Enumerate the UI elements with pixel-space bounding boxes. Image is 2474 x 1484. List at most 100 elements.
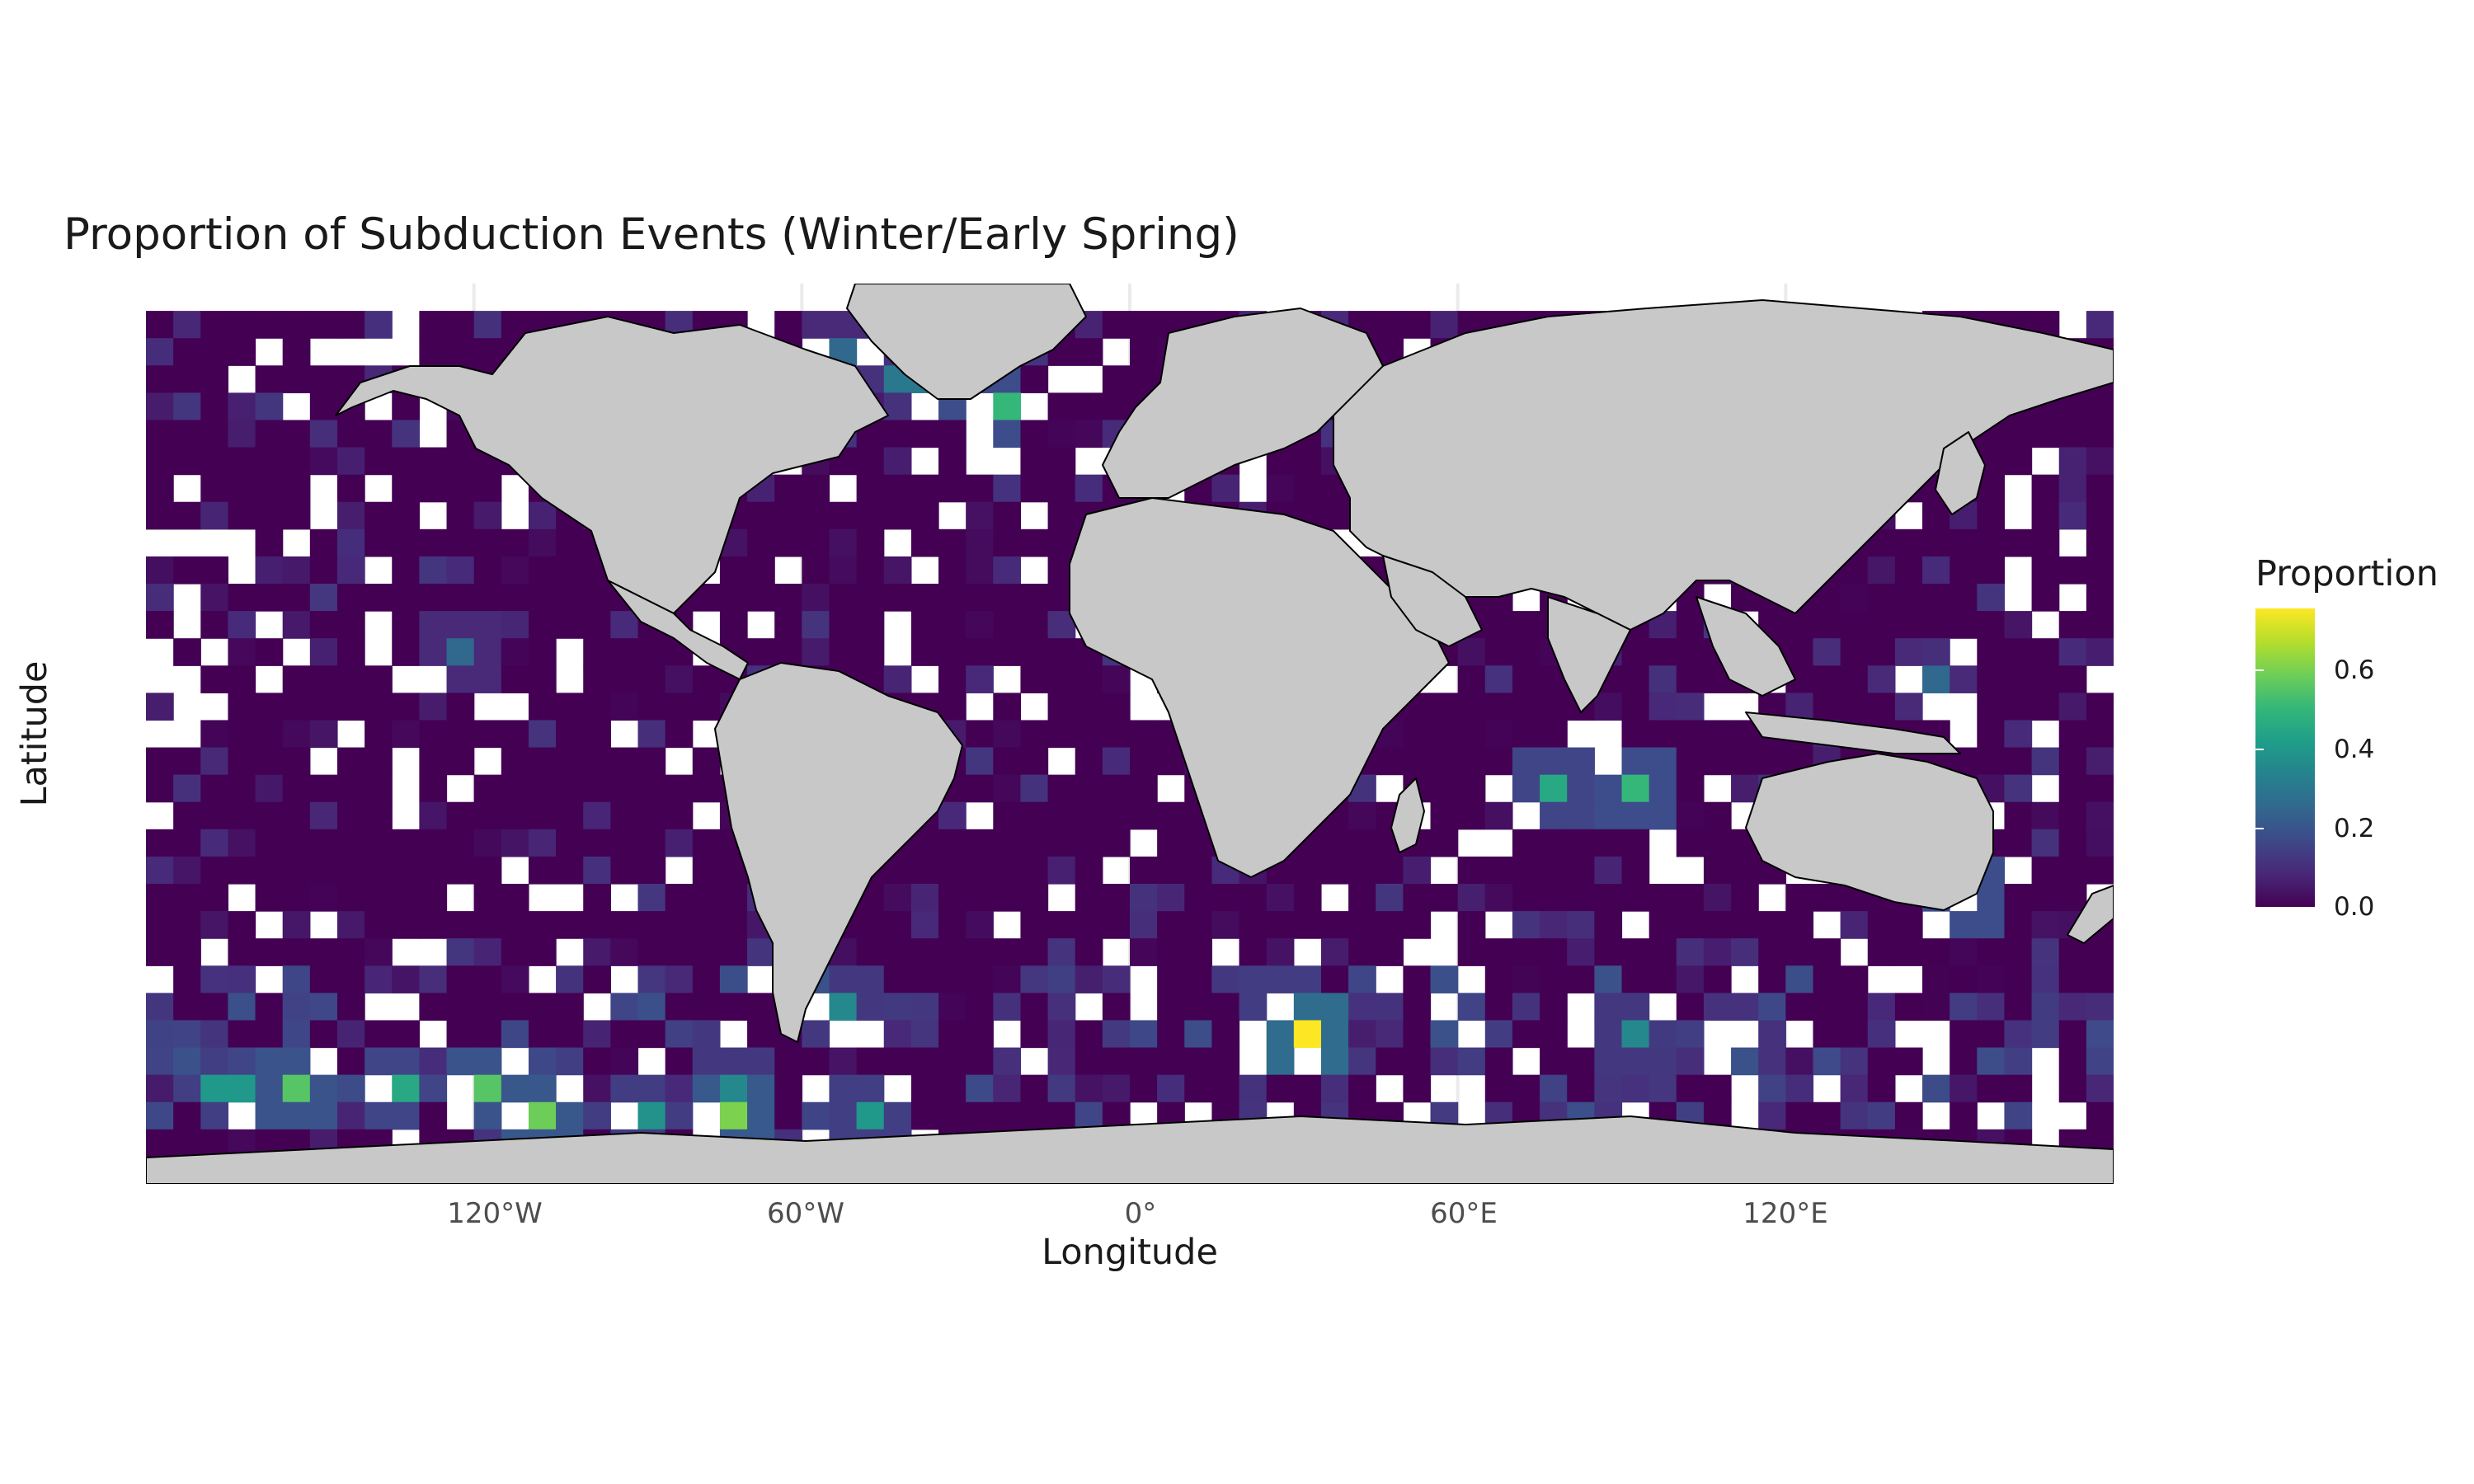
heatmap-cell: [938, 474, 967, 503]
heatmap-cell: [692, 693, 721, 721]
heatmap-cell: [938, 801, 967, 830]
heatmap-cell: [309, 774, 338, 803]
heatmap-cell: [665, 720, 694, 749]
heatmap-cell: [2004, 638, 2033, 666]
heatmap-cell: [665, 1020, 694, 1049]
heatmap-cell: [802, 474, 830, 503]
heatmap-cell: [446, 584, 475, 612]
heatmap-cell: [1047, 720, 1076, 749]
heatmap-cell: [2086, 1020, 2114, 1049]
heatmap-cell: [747, 938, 775, 966]
heatmap-cell: [1594, 1074, 1623, 1103]
heatmap-cell: [228, 392, 256, 421]
heatmap-cell: [829, 584, 858, 612]
heatmap-cell: [392, 1074, 420, 1103]
heatmap-cell: [419, 528, 448, 557]
heatmap-cell: [1703, 829, 1732, 857]
heatmap-cell: [1676, 747, 1705, 776]
heatmap-cell: [200, 856, 229, 885]
heatmap-cell: [1512, 1074, 1540, 1103]
heatmap-cell: [1484, 693, 1513, 721]
heatmap-cell: [1731, 747, 1759, 776]
heatmap-cell: [282, 884, 311, 912]
heatmap-cell: [365, 665, 393, 693]
heatmap-cell: [1320, 993, 1349, 1021]
heatmap-cell: [692, 938, 721, 966]
heatmap-cell: [1266, 1047, 1295, 1076]
heatmap-cell: [1102, 1020, 1131, 1049]
heatmap-cell: [528, 993, 557, 1021]
heatmap-cell: [610, 611, 639, 639]
heatmap-cell: [146, 365, 174, 393]
heatmap-cell: [1567, 856, 1595, 885]
heatmap-cell: [2086, 993, 2114, 1021]
land-arabia: [1382, 555, 1483, 647]
heatmap-cell: [228, 665, 256, 693]
heatmap-cell: [583, 829, 611, 857]
heatmap-cell: [1731, 856, 1759, 885]
heatmap-cell: [610, 993, 639, 1021]
heatmap-cell: [309, 611, 338, 639]
heatmap-cell: [473, 528, 502, 557]
heatmap-cell: [1512, 747, 1540, 776]
land-north-america: [335, 316, 889, 614]
heatmap-cell: [282, 556, 311, 585]
heatmap-cell: [719, 993, 748, 1021]
heatmap-cell: [282, 720, 311, 749]
heatmap-cell: [910, 638, 939, 666]
heatmap-cell: [228, 693, 256, 721]
heatmap-cell: [802, 1047, 830, 1076]
heatmap-cell: [1403, 747, 1432, 776]
heatmap-cell: [2086, 720, 2114, 749]
heatmap-cell: [1813, 638, 1841, 666]
heatmap-cell: [2086, 938, 2114, 966]
heatmap-cell: [282, 447, 311, 476]
heatmap-cell: [1102, 774, 1131, 803]
heatmap-cell: [1676, 611, 1705, 639]
heatmap-cell: [1867, 1101, 1896, 1130]
heatmap-cell: [228, 856, 256, 885]
heatmap-cell: [255, 501, 284, 530]
heatmap-cell: [1922, 965, 1950, 993]
heatmap-cell: [200, 338, 229, 366]
heatmap-cell: [1703, 801, 1732, 830]
heatmap-cell: [583, 584, 611, 612]
heatmap-cell: [1540, 1047, 1568, 1076]
heatmap-cell: [1894, 911, 1923, 939]
heatmap-cell: [1102, 993, 1131, 1021]
heatmap-cell: [1293, 1074, 1322, 1103]
heatmap-cell: [282, 311, 311, 339]
heatmap-cell: [1567, 884, 1595, 912]
land-madagascar: [1390, 777, 1425, 853]
heatmap-cell: [938, 638, 967, 666]
heatmap-cell: [1020, 829, 1049, 857]
heatmap-cell: [392, 1047, 420, 1076]
heatmap-cell: [336, 693, 365, 721]
heatmap-cell: [1867, 993, 1896, 1021]
heatmap-cell: [528, 638, 557, 666]
heatmap-cell: [829, 501, 858, 530]
heatmap-cell: [1047, 829, 1076, 857]
heatmap-cell: [1977, 638, 2006, 666]
heatmap-cell: [309, 556, 338, 585]
heatmap-cell: [228, 447, 256, 476]
heatmap-cell: [747, 1074, 775, 1103]
heatmap-cell: [2031, 474, 2060, 503]
heatmap-cell: [1430, 747, 1459, 776]
heatmap-cell: [1457, 856, 1486, 885]
heatmap-cell: [938, 1020, 967, 1049]
heatmap-cell: [146, 392, 174, 421]
heatmap-cell: [173, 556, 201, 585]
heatmap-cell: [2004, 1101, 2033, 1130]
heatmap-cell: [336, 501, 365, 530]
heatmap-cell: [1293, 447, 1322, 476]
heatmap-cell: [1813, 993, 1841, 1021]
heatmap-cell: [1266, 1074, 1295, 1103]
heatmap-cell: [1894, 528, 1923, 557]
heatmap-cell: [1676, 1047, 1705, 1076]
heatmap-cell: [282, 1020, 311, 1049]
heatmap-cell: [419, 611, 448, 639]
heatmap-cell: [1102, 965, 1131, 993]
heatmap-cell: [1950, 938, 1978, 966]
heatmap-cell: [1430, 1020, 1459, 1049]
